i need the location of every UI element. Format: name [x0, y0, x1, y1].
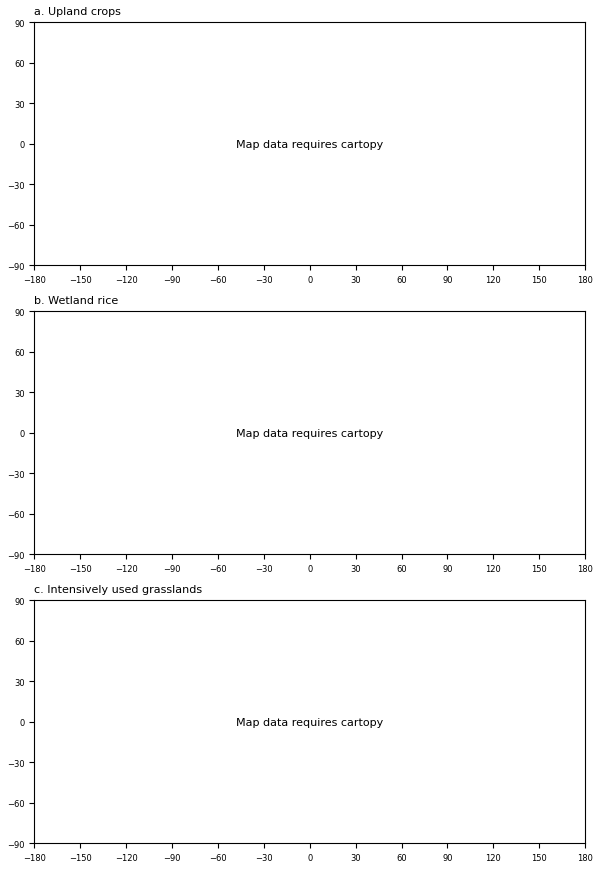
Text: Map data requires cartopy: Map data requires cartopy — [236, 717, 383, 727]
Text: Map data requires cartopy: Map data requires cartopy — [236, 428, 383, 438]
Text: b. Wetland rice: b. Wetland rice — [34, 295, 119, 306]
Text: Map data requires cartopy: Map data requires cartopy — [236, 140, 383, 149]
Text: c. Intensively used grasslands: c. Intensively used grasslands — [34, 585, 202, 594]
Text: a. Upland crops: a. Upland crops — [34, 7, 121, 17]
